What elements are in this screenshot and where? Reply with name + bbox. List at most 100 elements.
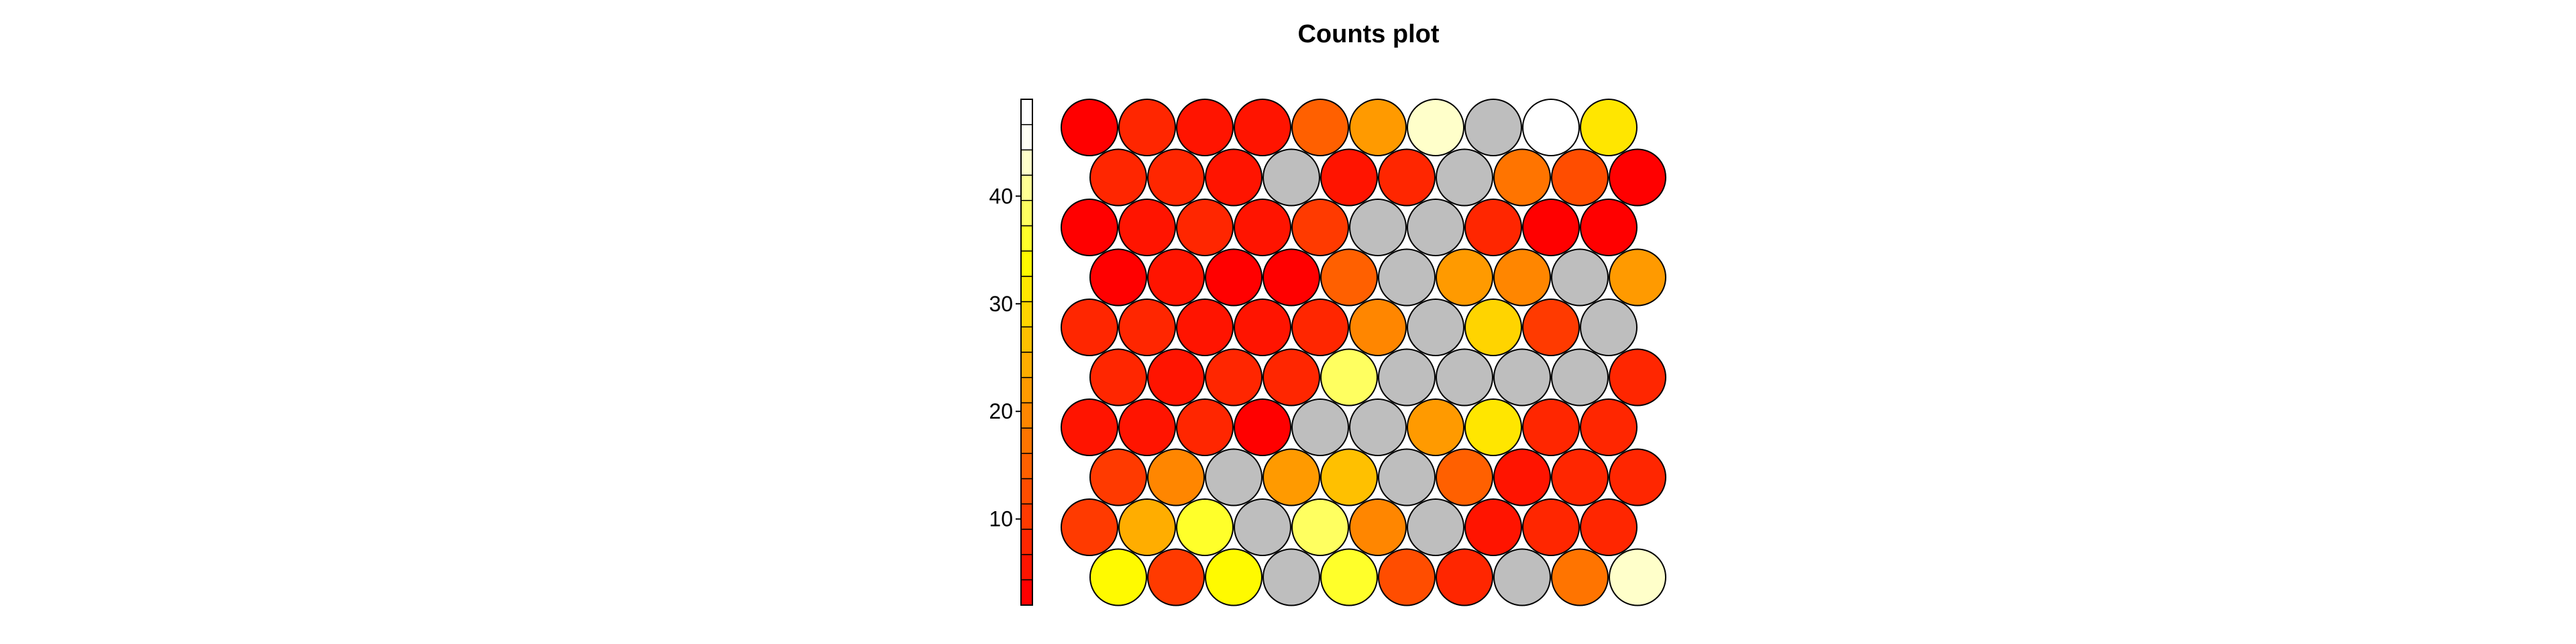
legend-color-segment [1020, 225, 1033, 252]
hex-cell [1089, 148, 1147, 207]
hex-cell [1493, 448, 1551, 506]
hex-cell [1061, 199, 1118, 256]
hex-cell [1349, 99, 1407, 156]
legend-color-segment [1020, 503, 1033, 530]
hex-cell [1320, 448, 1378, 506]
hex-cell [1176, 299, 1234, 356]
hex-cell [1320, 548, 1378, 606]
hex-cell [1609, 248, 1666, 307]
legend-tick-label: 10 [989, 507, 1013, 531]
hex-cell [1522, 99, 1580, 156]
hex-cell [1176, 199, 1234, 256]
legend-color-segment [1020, 326, 1033, 353]
hex-cell [1147, 348, 1205, 407]
hex-cell [1551, 148, 1609, 207]
hex-cell [1061, 398, 1118, 456]
hex-cell [1349, 498, 1407, 556]
hex-cell [1205, 148, 1263, 207]
hex-cell [1551, 248, 1609, 307]
hex-cells [1061, 99, 1666, 606]
hex-cell [1436, 448, 1493, 506]
color-scale-legend: 10 20 30 40 [989, 99, 1033, 606]
legend-color-segment [1020, 453, 1033, 480]
hex-cell [1147, 148, 1205, 207]
hex-cell [1436, 248, 1493, 307]
legend-color-segment [1020, 478, 1033, 504]
hex-cell [1291, 299, 1349, 356]
hex-cell [1263, 248, 1320, 307]
hex-cell [1609, 448, 1666, 506]
hex-cell [1378, 448, 1436, 506]
hex-cell [1234, 299, 1291, 356]
hex-cell [1320, 248, 1378, 307]
hex-cell [1349, 299, 1407, 356]
legend-color-segment [1020, 200, 1033, 227]
hex-cell [1118, 498, 1176, 556]
hex-cell [1205, 448, 1263, 506]
hex-cell [1291, 498, 1349, 556]
hex-cell [1551, 348, 1609, 407]
hex-cell [1493, 348, 1551, 407]
hex-cell [1320, 348, 1378, 407]
hex-cell [1118, 299, 1176, 356]
hex-cell [1464, 199, 1522, 256]
hex-cell [1436, 548, 1493, 606]
hex-cell [1378, 148, 1436, 207]
hex-cell [1176, 498, 1234, 556]
legend-color-segment [1020, 174, 1033, 201]
hex-cell [1378, 248, 1436, 307]
legend-color-segment [1020, 376, 1033, 404]
hex-cell [1522, 199, 1580, 256]
hex-cell [1609, 548, 1666, 606]
hex-cell [1061, 99, 1118, 156]
hex-cell [1493, 148, 1551, 207]
hex-cell [1609, 148, 1666, 207]
hex-cell [1234, 398, 1291, 456]
hex-cell [1580, 498, 1638, 556]
hex-cell [1407, 398, 1464, 456]
hex-cell [1089, 448, 1147, 506]
legend-color-segment [1020, 123, 1033, 151]
legend-color-segment [1020, 276, 1033, 303]
hex-cell [1263, 448, 1320, 506]
hex-cell [1464, 498, 1522, 556]
hex-cell [1493, 548, 1551, 606]
hex-cell [1176, 398, 1234, 456]
legend-color-segment [1020, 579, 1033, 606]
hex-cell [1580, 299, 1638, 356]
legend-color-segment [1020, 553, 1033, 581]
hex-cell [1205, 548, 1263, 606]
hex-cell [1580, 99, 1638, 156]
hex-cell [1118, 99, 1176, 156]
hex-cell [1263, 548, 1320, 606]
hex-cell [1205, 248, 1263, 307]
legend-color-segment [1020, 427, 1033, 454]
legend-tick-label: 30 [989, 292, 1013, 316]
legend-color-segment [1020, 529, 1033, 555]
hex-cell [1407, 498, 1464, 556]
hex-cell [1407, 99, 1464, 156]
hex-cell [1436, 348, 1493, 407]
legend-tick-label: 20 [989, 399, 1013, 423]
legend-color-segment [1020, 402, 1033, 429]
chart-title: Counts plot [1297, 20, 1439, 48]
hex-cell [1176, 99, 1234, 156]
legend-color-segment [1020, 301, 1033, 328]
hex-cell [1378, 348, 1436, 407]
hex-cell [1580, 398, 1638, 456]
hex-cell [1291, 398, 1349, 456]
hex-cell [1089, 548, 1147, 606]
hex-cell [1349, 398, 1407, 456]
hex-cell [1263, 148, 1320, 207]
legend-color-segment [1020, 250, 1033, 277]
hex-cell [1349, 199, 1407, 256]
legend-frame [1020, 99, 1033, 606]
hex-cell [1089, 348, 1147, 407]
hex-cell [1147, 548, 1205, 606]
legend-color-segment [1020, 99, 1033, 125]
hex-cell [1234, 498, 1291, 556]
hex-cell [1234, 99, 1291, 156]
hex-cell [1378, 548, 1436, 606]
hex-cell [1118, 199, 1176, 256]
